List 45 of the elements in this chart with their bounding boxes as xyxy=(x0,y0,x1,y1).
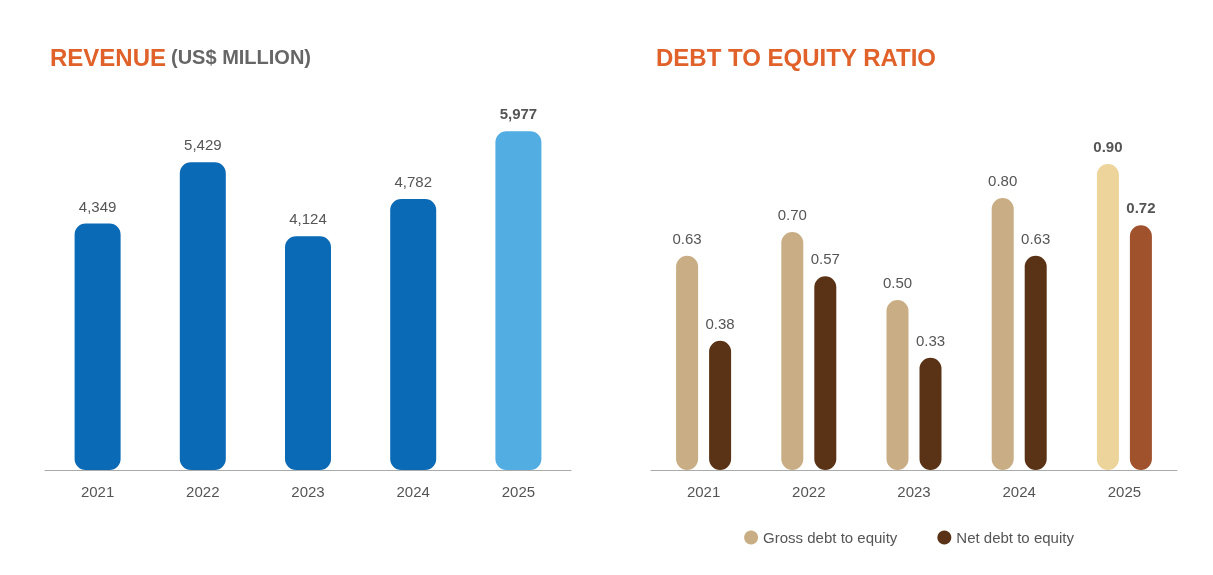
legend-label: Net debt to equity xyxy=(956,529,1075,546)
x-tick-label: 2024 xyxy=(1002,483,1036,500)
legend-label: Gross debt to equity xyxy=(763,529,898,546)
data-label: 0.72 xyxy=(1126,199,1156,217)
bar xyxy=(1129,225,1152,470)
data-label: 5,977 xyxy=(499,105,538,123)
x-tick-label: 2021 xyxy=(686,483,721,500)
data-label: 5,429 xyxy=(184,136,222,154)
data-label: 0.90 xyxy=(1093,138,1123,155)
data-label: 0.50 xyxy=(882,274,913,291)
bar xyxy=(781,232,804,470)
x-tick-label: 2024 xyxy=(396,483,430,500)
data-label: 0.33 xyxy=(915,331,946,349)
x-tick-label: 2022 xyxy=(792,483,826,500)
data-label: 4,349 xyxy=(78,197,117,215)
bar xyxy=(285,236,331,470)
data-label: 4,782 xyxy=(394,173,432,191)
data-label: 0.70 xyxy=(777,206,807,223)
x-tick-label: 2025 xyxy=(1107,483,1142,500)
bar xyxy=(179,162,226,470)
bar xyxy=(814,276,837,470)
bar xyxy=(1024,255,1047,470)
bar xyxy=(991,198,1014,470)
x-tick-label: 2021 xyxy=(80,483,115,500)
bar xyxy=(919,357,942,470)
bar xyxy=(1096,164,1119,470)
bar xyxy=(495,131,542,470)
data-label: 4,124 xyxy=(289,210,327,228)
chart-title: REVENUE xyxy=(50,43,167,71)
bar xyxy=(676,255,699,470)
data-label: 0.38 xyxy=(705,314,735,332)
bar xyxy=(74,223,121,470)
data-label: 0.80 xyxy=(988,172,1018,189)
x-tick-label: 2025 xyxy=(501,483,536,500)
bar xyxy=(709,340,732,470)
chart-subtitle: (US$ MILLION) xyxy=(171,46,312,68)
chart-title: DEBT TO EQUITY RATIO xyxy=(656,43,937,71)
data-label: 0.57 xyxy=(810,250,840,268)
data-label: 0.63 xyxy=(1021,229,1051,247)
data-label: 0.63 xyxy=(672,229,702,247)
x-tick-label: 2022 xyxy=(186,483,220,500)
bar xyxy=(886,300,909,470)
x-tick-label: 2023 xyxy=(897,483,931,500)
bar xyxy=(390,199,437,470)
x-tick-label: 2023 xyxy=(291,483,325,500)
